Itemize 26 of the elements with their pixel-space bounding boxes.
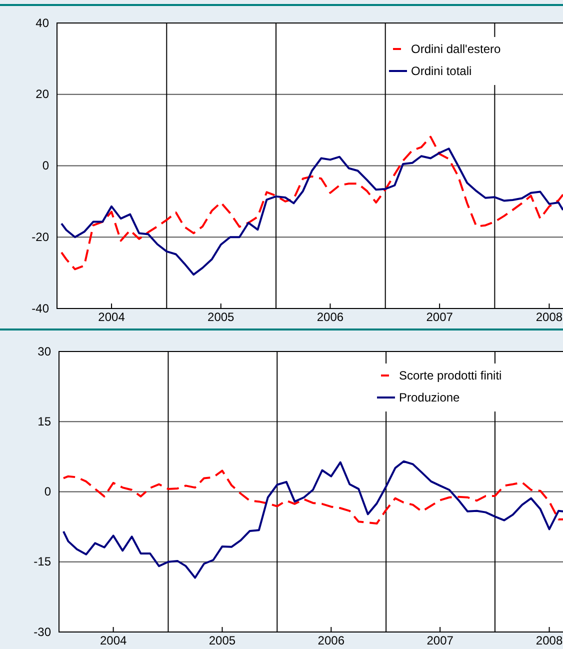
y-tick-label: 15 xyxy=(38,414,52,428)
y-tick-label: -15 xyxy=(34,554,52,569)
x-tick-label: 2007 xyxy=(426,634,454,648)
y-tick-label: -40 xyxy=(32,301,50,316)
legend-label: Ordini totali xyxy=(411,64,472,78)
x-tick-label: 2007 xyxy=(426,310,454,324)
y-tick-label: -30 xyxy=(34,624,52,639)
x-tick-label: 2006 xyxy=(316,310,344,324)
x-tick-label: 2005 xyxy=(208,310,235,324)
x-tick-label: 2004 xyxy=(100,634,127,648)
line-series xyxy=(62,460,563,579)
line-series xyxy=(62,470,563,525)
legend-label: Scorte prodotti finiti xyxy=(399,368,502,382)
x-tick-label: 2004 xyxy=(98,310,126,324)
x-tick-label: 2008 xyxy=(536,310,563,324)
y-tick-label: -20 xyxy=(32,230,50,244)
y-tick-label: 0 xyxy=(44,484,52,499)
x-tick-label: 2005 xyxy=(208,634,236,648)
x-tick-label: 2006 xyxy=(318,634,345,648)
y-tick-label: 30 xyxy=(38,344,52,358)
legend-label: Produzione xyxy=(399,390,460,404)
legend-label: Ordini dall'estero xyxy=(411,42,501,56)
y-tick-label: 20 xyxy=(36,87,50,102)
y-tick-label: 0 xyxy=(42,158,50,173)
y-tick-label: 40 xyxy=(36,16,50,30)
x-tick-label: 2008 xyxy=(536,634,563,648)
